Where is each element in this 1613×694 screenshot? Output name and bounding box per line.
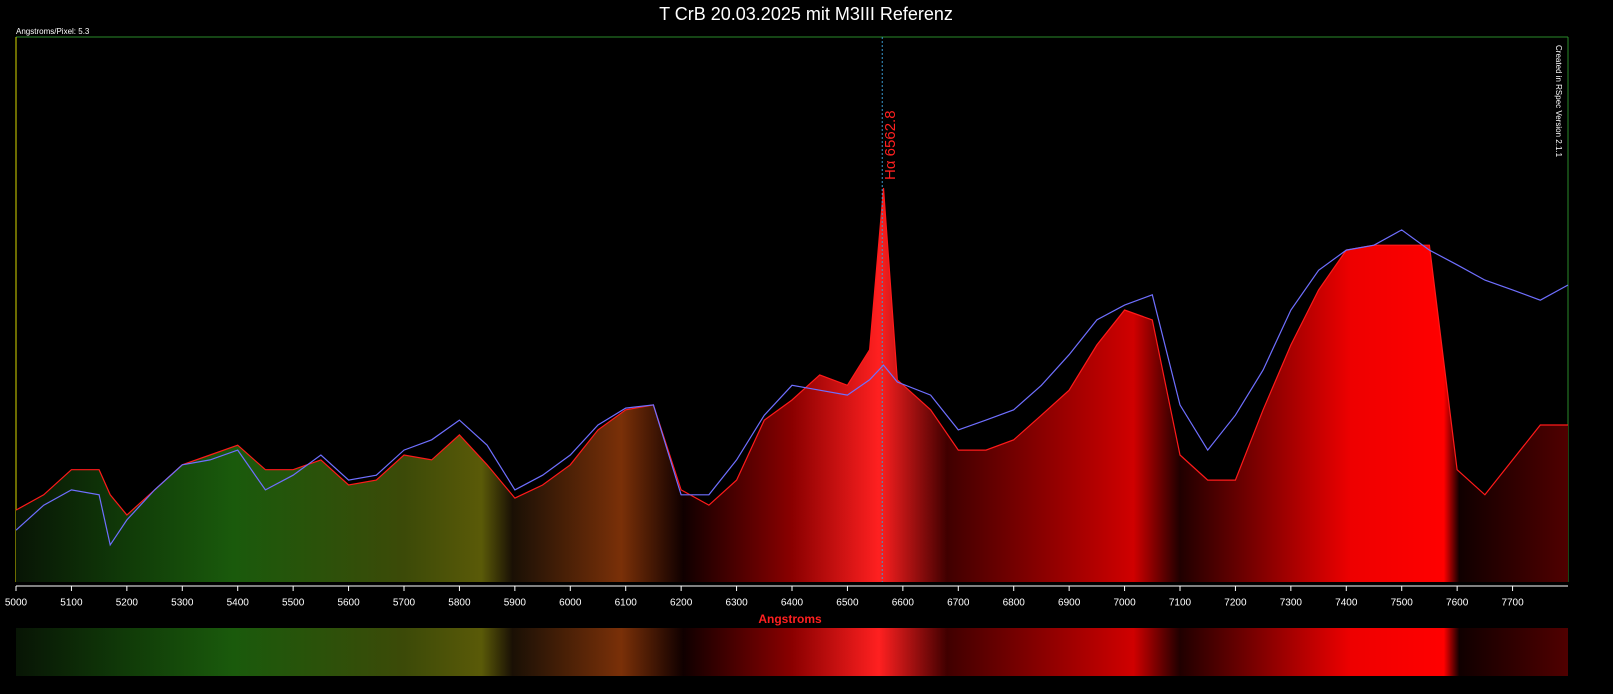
- spectrum-strip: [16, 628, 1568, 676]
- x-tick-label: 5900: [504, 598, 527, 609]
- x-tick-label: 7300: [1280, 598, 1303, 609]
- series-line: [15, 229, 1569, 547]
- x-tick-label: 7000: [1113, 598, 1136, 609]
- x-tick-label: 5700: [393, 598, 416, 609]
- x-tick-label: 5600: [337, 598, 360, 609]
- x-tick-label: 5500: [282, 598, 305, 609]
- x-tick-label: 5400: [227, 598, 250, 609]
- x-tick-label: 5000: [5, 598, 28, 609]
- subtitle: Angstroms/Pixel: 5.3: [16, 27, 90, 36]
- x-tick-label: 6700: [947, 598, 970, 609]
- credit: Created in RSpec Version 2.1.1: [1554, 45, 1563, 158]
- x-tick-label: 6100: [615, 598, 638, 609]
- x-tick-label: 6400: [781, 598, 804, 609]
- series-line: [15, 187, 1568, 516]
- x-tick-label: 7700: [1501, 598, 1524, 609]
- x-tick-label: 6900: [1058, 598, 1081, 609]
- x-tick-label: 7600: [1446, 598, 1469, 609]
- x-tick-label: 7100: [1169, 598, 1192, 609]
- x-tick-label: 5200: [116, 598, 139, 609]
- x-tick-label: 6200: [670, 598, 693, 609]
- x-tick-label: 5300: [171, 598, 194, 609]
- x-axis-label: Angstroms: [758, 612, 822, 626]
- x-tick-label: 6800: [1003, 598, 1026, 609]
- x-tick-label: 6600: [892, 598, 915, 609]
- annotation-label: Hα 6562.8: [882, 110, 899, 180]
- x-tick-label: 5800: [448, 598, 471, 609]
- x-tick-label: 6500: [836, 598, 859, 609]
- x-tick-label: 7400: [1335, 598, 1358, 609]
- x-tick-label: 6000: [559, 598, 582, 609]
- x-tick-label: 6300: [725, 598, 748, 609]
- x-tick-label: 7500: [1391, 598, 1414, 609]
- x-tick-label: 5100: [60, 598, 83, 609]
- x-tick-label: 7200: [1224, 598, 1247, 609]
- spectrum-area: [16, 188, 1568, 582]
- chart-title: T CrB 20.03.2025 mit M3III Referenz: [659, 4, 953, 24]
